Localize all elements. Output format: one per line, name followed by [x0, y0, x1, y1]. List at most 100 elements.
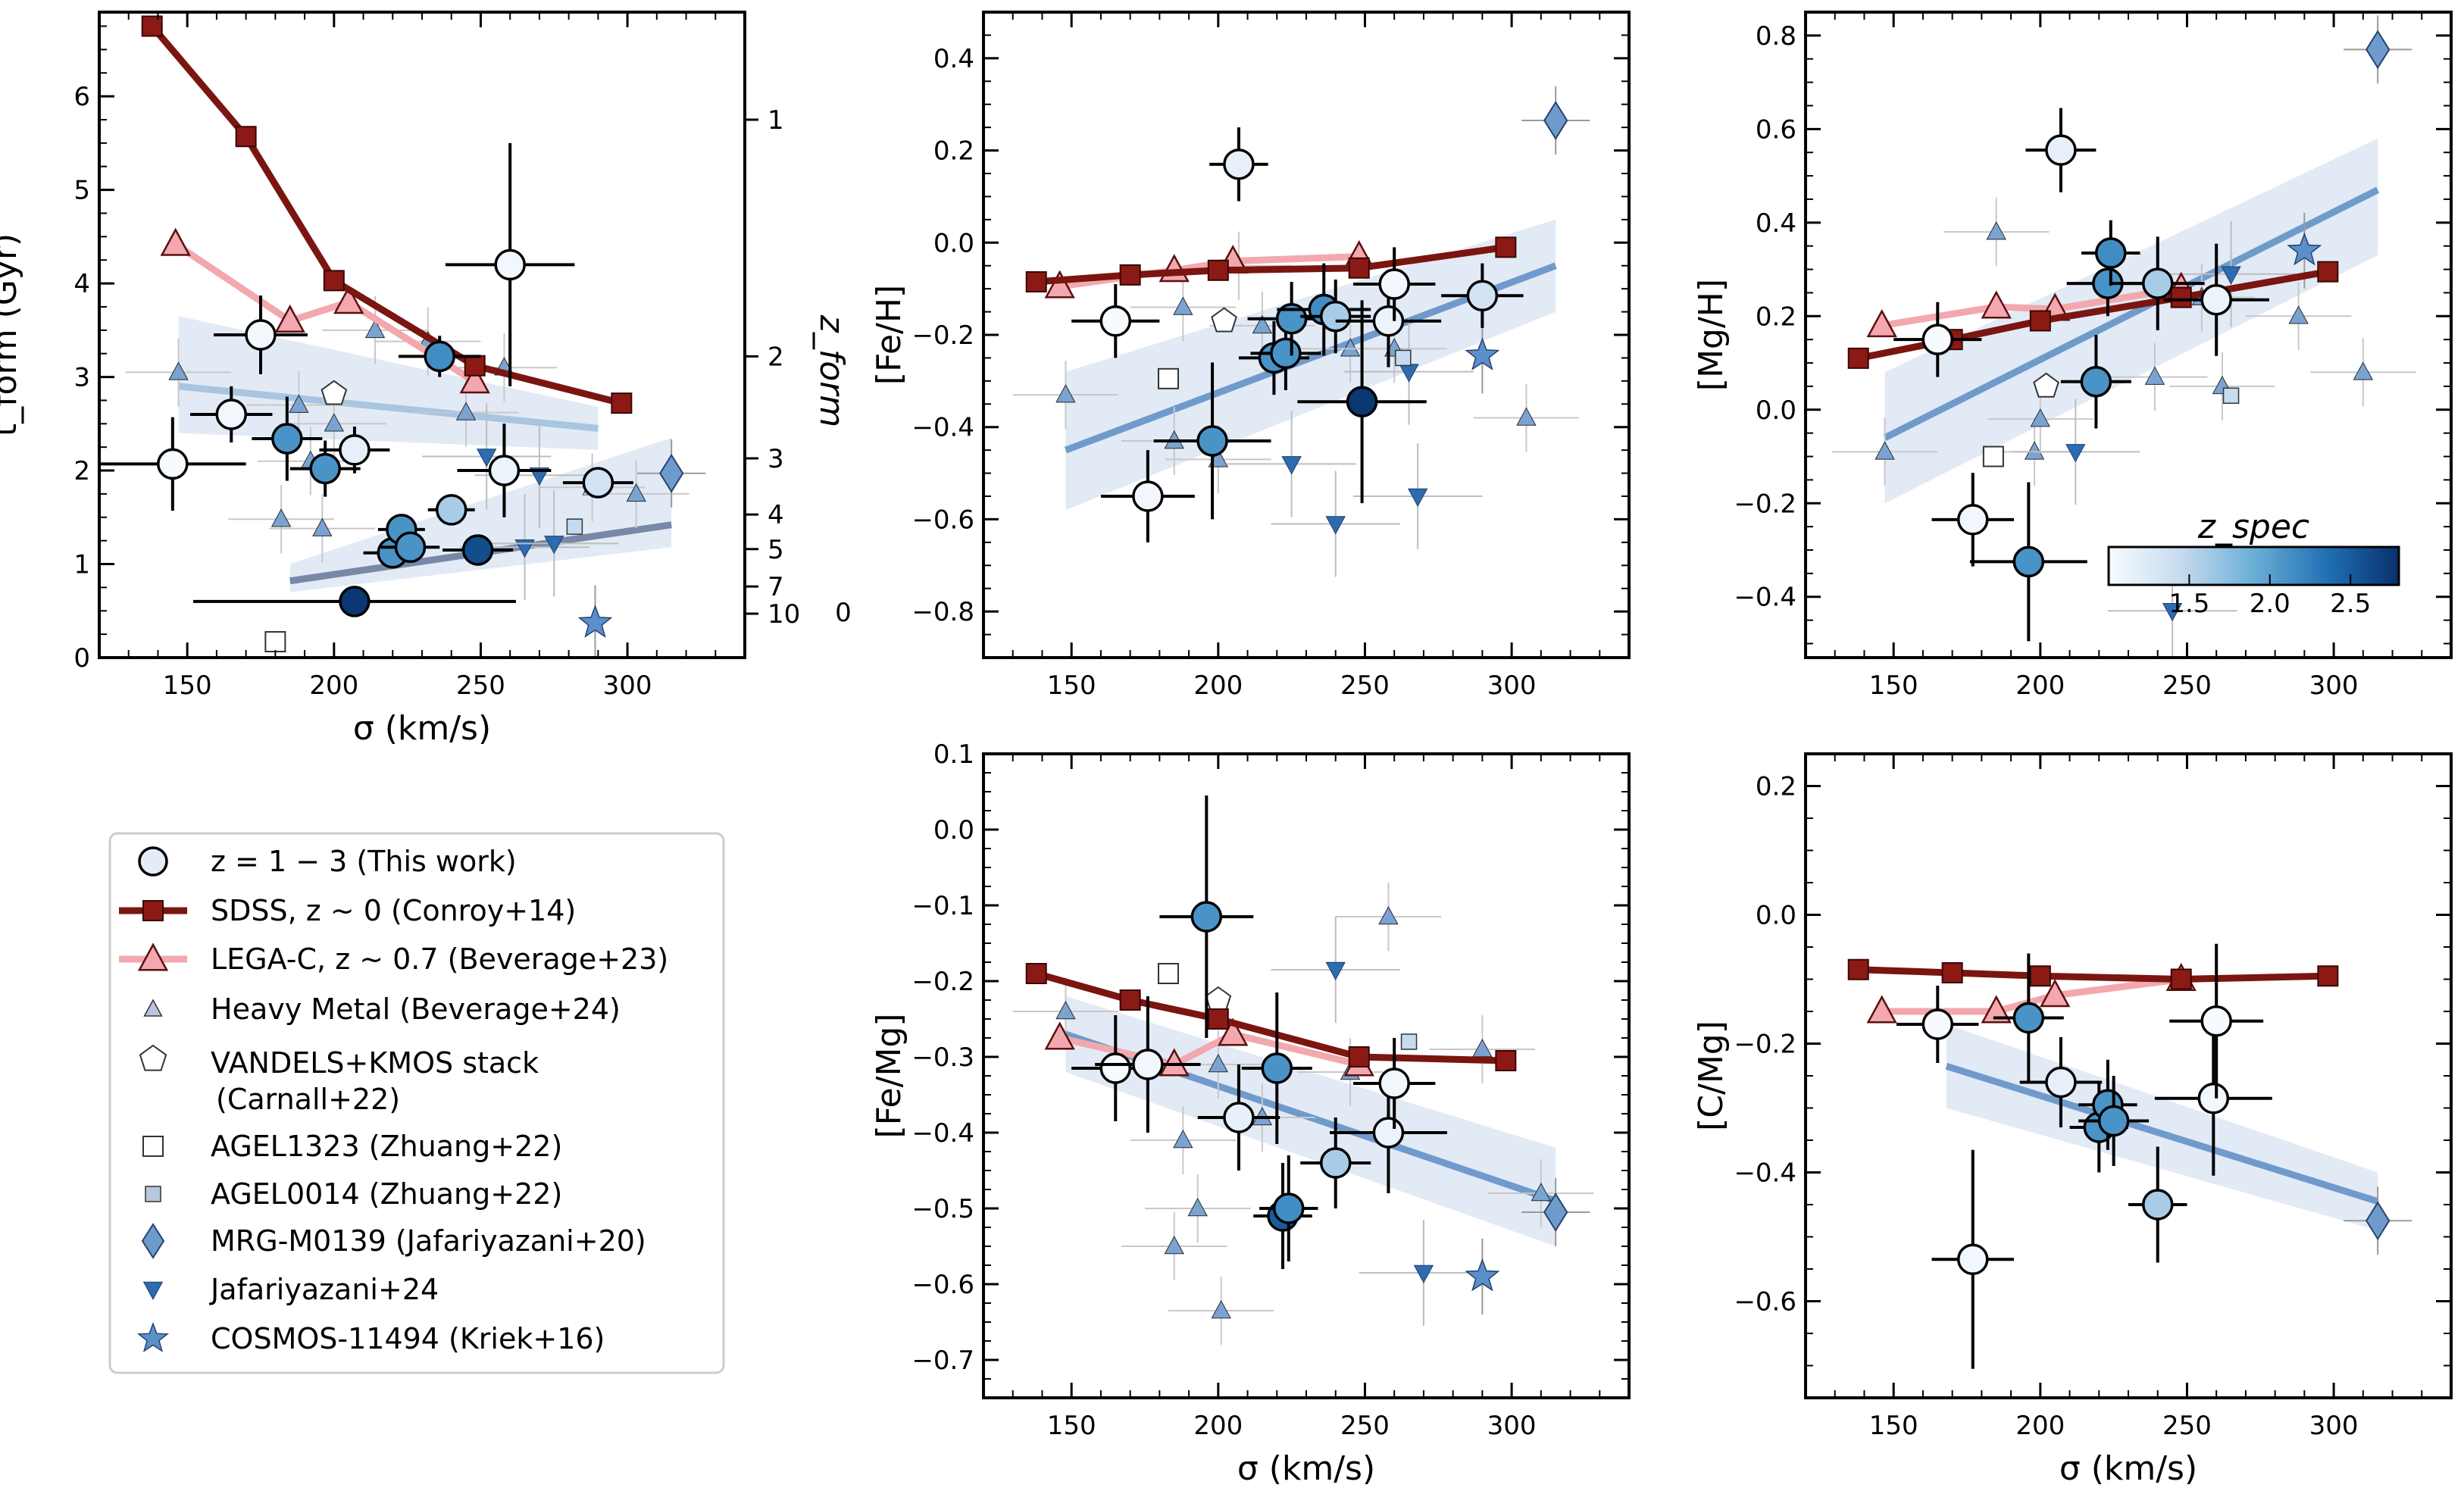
- y-tick-label: −0.4: [1734, 1158, 1796, 1189]
- this-work-point: [1921, 324, 1954, 355]
- colorbar-tick-label: 1.5: [2169, 589, 2209, 619]
- this-work-point: [435, 494, 467, 526]
- heavy-metal-point: [2024, 441, 2045, 460]
- x-tick-label: 250: [1340, 1411, 1390, 1441]
- this-work-point: [1956, 1243, 1989, 1275]
- sdss-point: [2317, 965, 2339, 987]
- panel-feh: 150 200 250 300 −0.8 −0.6 −0.4 −0.2 0.0 0.2 0.4 [Fe…: [870, 11, 1631, 701]
- y-tick-label: 4: [73, 269, 90, 299]
- x-tick-label: 200: [2015, 670, 2065, 701]
- y-axis-label: [Fe/Mg]: [870, 1013, 908, 1138]
- this-work-point: [394, 531, 427, 564]
- legac-point: [1218, 1017, 1249, 1046]
- agel0014-point: [2222, 387, 2240, 405]
- heavy-metal-point: [1986, 221, 2006, 240]
- this-work-point: [582, 467, 614, 499]
- legend: z = 1 − 3 (This work) SDSS, z ∼ 0 (Conroy…: [108, 832, 725, 1374]
- legend-marker-small-square: [145, 1186, 161, 1202]
- heavy-metal-point: [1055, 384, 1076, 403]
- this-work-point: [1223, 1102, 1255, 1133]
- sdss-point: [1941, 962, 1963, 983]
- y-tick-label: −0.1: [911, 891, 974, 921]
- y-tick-label: 0.2: [933, 136, 974, 167]
- this-work-point: [2080, 365, 2112, 398]
- this-work-point: [339, 434, 371, 466]
- y2-tick-label: 3: [768, 444, 784, 474]
- heavy-metal-point: [2288, 305, 2309, 324]
- this-work-point: [215, 399, 248, 430]
- this-work-point: [1921, 1008, 1954, 1040]
- legac-point: [1044, 270, 1075, 299]
- mrg-m0139-point: [1543, 1192, 1568, 1232]
- y-tick-label: 0.4: [933, 44, 974, 74]
- panel-tform: 150 200 250 300 0 1 2 3 4 5 6 1 2 3 4 5 710 z_form 0 σ (km/…: [0, 11, 852, 748]
- sdss-point: [464, 355, 486, 377]
- y-tick-label: 0.2: [1756, 302, 1796, 332]
- this-work-point: [2200, 283, 2232, 316]
- legend-marker-pentagon: [139, 1044, 167, 1071]
- y-axis-label: [Mg/H]: [1692, 279, 1731, 391]
- heavy-metal-point: [1252, 314, 1273, 334]
- legend-label: Jafariyazani+24: [209, 1273, 439, 1306]
- sdss-point: [611, 392, 633, 414]
- this-work-point: [1956, 504, 1989, 536]
- heavy-metal-point: [1164, 1235, 1184, 1255]
- this-work-point: [1190, 901, 1223, 933]
- this-work-point: [1099, 1052, 1132, 1084]
- sdss-point: [141, 15, 163, 37]
- cosmos-11494-point: [2287, 232, 2322, 266]
- this-work-point: [2095, 237, 2127, 269]
- sdss-point: [2170, 968, 2192, 990]
- this-work-point: [157, 448, 189, 480]
- mrg-m0139-point: [659, 453, 684, 493]
- colorbar-gradient: [2107, 545, 2400, 586]
- heavy-metal-point: [2353, 361, 2374, 380]
- y-tick-label: 1: [73, 550, 90, 580]
- panel-femg: 150 200 250 300 −0.7 −0.6 −0.5 −0.4 −0.3 −0.2 −0.1…: [870, 739, 1631, 1488]
- jafariyazani24-point: [1413, 1264, 1434, 1284]
- y-tick-label: −0.6: [911, 505, 974, 535]
- y2-tick-label: 2: [768, 342, 784, 372]
- this-work-point: [424, 340, 455, 373]
- this-work-point: [1196, 425, 1228, 457]
- legend-label: Heavy Metal (Beverage+24): [211, 992, 621, 1026]
- cosmos-11494-point: [1465, 337, 1500, 370]
- this-work-point: [2045, 1066, 2077, 1099]
- sdss-point: [1495, 1050, 1517, 1071]
- y2-tick-label: 10: [768, 599, 800, 630]
- legend-marker-triangle: [137, 942, 169, 971]
- sdss-point: [235, 126, 257, 148]
- heavy-metal-point: [1340, 338, 1361, 357]
- y-tick-label: −0.8: [911, 597, 974, 627]
- sdss-point: [2029, 310, 2051, 332]
- sdss-point: [2317, 261, 2339, 283]
- mrg-m0139-point: [2366, 1201, 2391, 1241]
- legend-marker-diamond: [141, 1223, 165, 1259]
- this-work-point: [488, 455, 521, 486]
- heavy-metal-point: [1208, 1053, 1229, 1073]
- agel0014-point: [1400, 1033, 1418, 1050]
- jafariyazani24-point: [1407, 488, 1428, 508]
- x-tick-label: 200: [1193, 670, 1243, 701]
- sdss-point: [2029, 965, 2051, 987]
- cosmos-11494-point: [1465, 1258, 1500, 1292]
- x-tick-label: 300: [2309, 670, 2359, 701]
- legac-point: [1159, 1048, 1190, 1077]
- y-tick-label: 6: [73, 82, 90, 112]
- legac-point: [1866, 995, 1897, 1024]
- heavy-metal-point: [324, 413, 345, 432]
- sdss-point: [1025, 271, 1047, 293]
- this-work-point: [309, 452, 341, 485]
- y-tick-label: −0.2: [911, 967, 974, 997]
- legend-marker-down-triangle: [142, 1281, 164, 1301]
- sdss-point: [1207, 259, 1229, 281]
- y-tick-label: −0.6: [1734, 1287, 1796, 1318]
- this-work-point: [2012, 545, 2045, 578]
- x-tick-label: 150: [163, 670, 212, 701]
- plot-area: [99, 15, 706, 658]
- sdss-line: [1858, 966, 2328, 983]
- colorbar-tick-label: 2.0: [2250, 589, 2290, 619]
- y-tick-label: −0.4: [911, 1118, 974, 1149]
- plot-area: [1831, 15, 2416, 658]
- x-axis-label: σ (km/s): [2059, 1449, 2197, 1488]
